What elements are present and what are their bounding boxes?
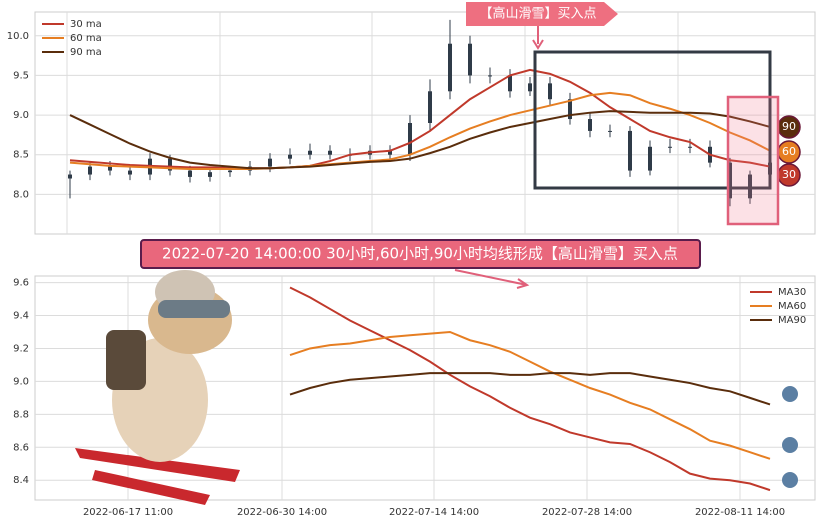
candle-body (188, 170, 192, 177)
y-tick-label: 9.6 (13, 278, 29, 289)
x-tick-label: 2022-06-17 11:00 (83, 507, 173, 518)
candle-body (688, 146, 692, 148)
candle-body (328, 150, 332, 155)
candle-body (648, 146, 652, 171)
candle-body (268, 158, 272, 167)
banner-text: 【高山滑雪】买入点 (479, 6, 596, 22)
candle-body (628, 130, 632, 171)
ma-line (69, 91, 771, 170)
y-tick-label: 9.5 (13, 70, 29, 81)
candle-body (168, 158, 172, 171)
signal-box (726, 95, 780, 226)
banner-arrow (466, 2, 618, 26)
pointer-arrow (454, 269, 530, 289)
end-label: 60 (782, 145, 796, 158)
candle-body (548, 83, 552, 100)
candle-body (528, 83, 532, 92)
candle-body (608, 130, 612, 132)
candle-body (588, 119, 592, 131)
highlight-box (533, 50, 772, 190)
candle-body (388, 150, 392, 155)
legend-label: MA90 (778, 315, 806, 326)
candle-body (568, 99, 572, 120)
candle-body (448, 43, 452, 92)
end-label: 90 (782, 120, 796, 133)
candle-body (428, 91, 432, 123)
candle-body (228, 170, 232, 173)
title-banner (140, 239, 701, 269)
y-tick-label: 10.0 (7, 31, 29, 42)
candle-body (128, 170, 132, 175)
candle-body (748, 174, 752, 199)
y-tick-label: 8.8 (13, 409, 29, 420)
candle-body (208, 172, 212, 177)
candle-body (728, 162, 732, 199)
candle-body (408, 123, 412, 155)
x-tick-label: 2022-07-28 14:00 (542, 507, 632, 518)
ma-line (289, 330, 771, 460)
legend-label: 60 ma (70, 33, 102, 44)
y-tick-label: 9.2 (13, 343, 29, 354)
candle-body (88, 166, 92, 175)
x-tick-label: 2022-06-30 14:00 (237, 507, 327, 518)
candle-body (308, 150, 312, 155)
end-label: 30 (782, 168, 796, 181)
x-tick-label: 2022-07-14 14:00 (389, 507, 479, 518)
ma-line (69, 68, 771, 170)
y-tick-label: 8.4 (13, 475, 29, 486)
candle-body (468, 43, 472, 76)
candle-body (68, 174, 72, 179)
y-tick-label: 9.4 (13, 311, 29, 322)
legend-label: 30 ma (70, 19, 102, 30)
y-tick-label: 9.0 (13, 376, 29, 387)
candle-body (108, 166, 112, 171)
y-tick-label: 8.6 (13, 442, 29, 453)
legend-label: MA30 (778, 287, 806, 298)
ma-line (289, 286, 771, 492)
skier-icons (782, 386, 798, 488)
legend-label: MA60 (778, 301, 806, 312)
y-tick-label: 8.5 (13, 150, 29, 161)
candle-body (488, 75, 492, 77)
top-plot-frame (34, 11, 816, 235)
y-tick-label: 9.0 (13, 110, 29, 121)
dog-illustration (75, 270, 240, 505)
candle-body (288, 154, 292, 159)
chart-title: 2022-07-20 14:00:00 30小时,60小时,90小时均线形成【高… (162, 245, 678, 263)
ma-line (289, 372, 771, 406)
x-tick-label: 2022-08-11 14:00 (695, 507, 785, 518)
candle-body (668, 146, 672, 148)
candle-body (508, 75, 512, 92)
ma-line (69, 110, 771, 170)
legend-label: 90 ma (70, 47, 102, 58)
y-tick-label: 8.0 (13, 189, 29, 200)
pointer-arrow (532, 26, 544, 50)
